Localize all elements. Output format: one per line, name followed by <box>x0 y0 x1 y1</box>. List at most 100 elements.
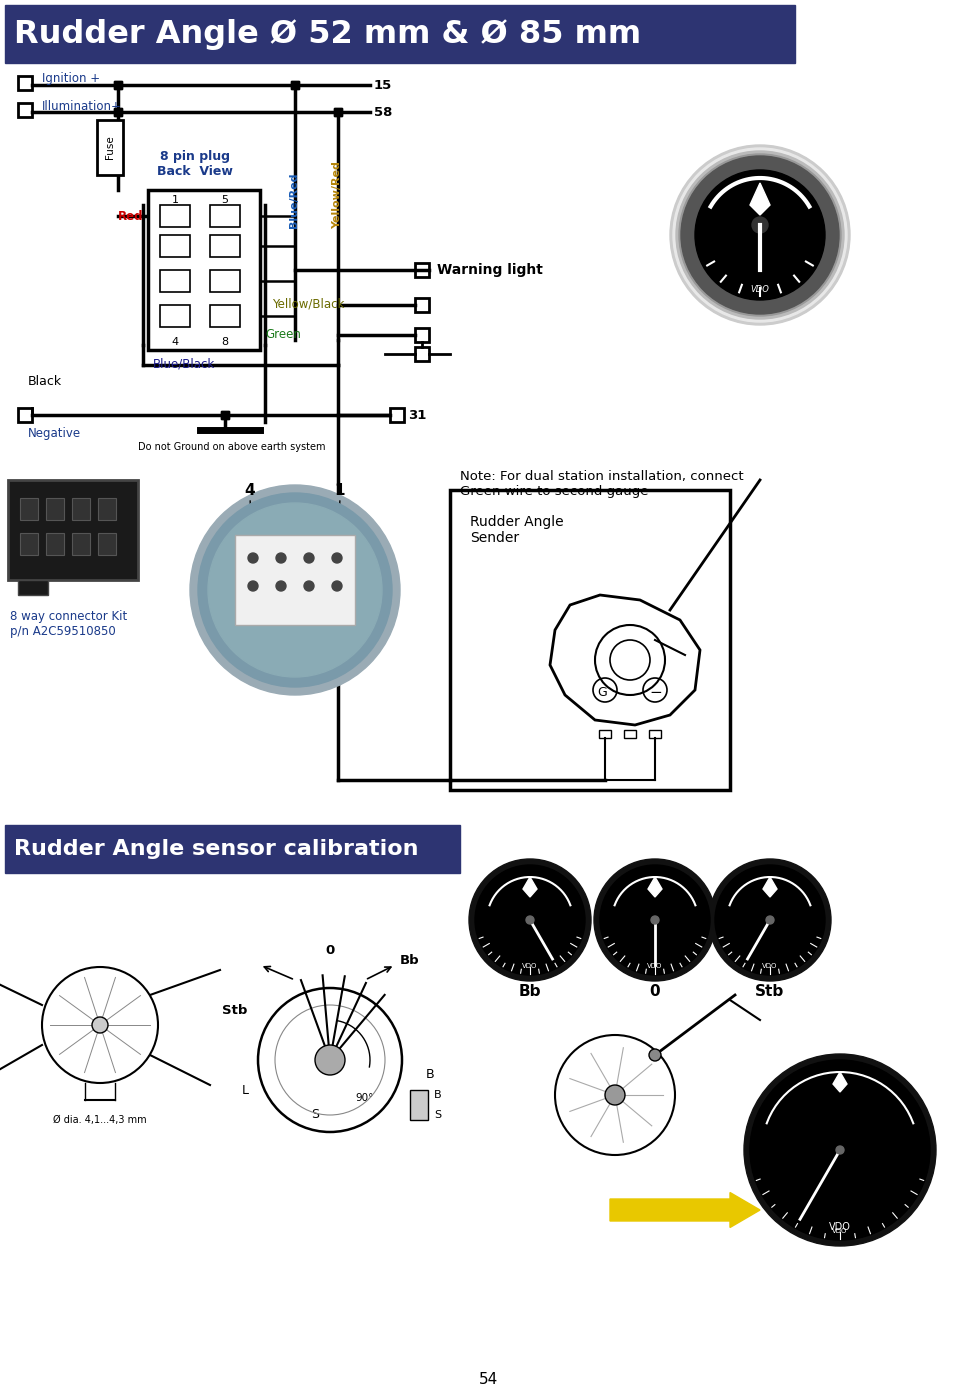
Text: VDO: VDO <box>749 284 769 294</box>
Circle shape <box>649 1050 660 1061</box>
Polygon shape <box>648 877 661 896</box>
Text: Yellow/Red: Yellow/Red <box>331 162 342 229</box>
Circle shape <box>304 581 314 591</box>
Text: 5: 5 <box>339 647 350 662</box>
Bar <box>46 533 64 555</box>
Text: 1: 1 <box>171 195 179 205</box>
Bar <box>20 498 38 520</box>
Bar <box>18 77 32 91</box>
Bar <box>20 533 38 555</box>
Bar <box>5 825 459 873</box>
Bar <box>649 730 660 737</box>
Bar <box>623 730 635 737</box>
Circle shape <box>765 916 773 924</box>
Text: B: B <box>425 1068 434 1082</box>
Text: B: B <box>434 1090 442 1100</box>
Text: 54: 54 <box>479 1373 498 1387</box>
Bar <box>97 120 123 176</box>
Bar <box>72 533 90 555</box>
Text: Ø dia. 4,1...4,3 mm: Ø dia. 4,1...4,3 mm <box>53 1115 147 1125</box>
Bar <box>18 103 32 117</box>
Circle shape <box>276 581 285 591</box>
Bar <box>598 730 611 737</box>
Text: Bb: Bb <box>400 953 419 966</box>
Text: Yellow/Black: Yellow/Black <box>272 297 344 311</box>
Circle shape <box>331 581 342 591</box>
Bar <box>46 498 64 520</box>
Text: Black: Black <box>28 375 63 388</box>
Text: S: S <box>434 1110 441 1119</box>
Bar <box>390 408 404 422</box>
Bar <box>18 408 32 422</box>
Bar <box>160 270 190 291</box>
Text: Stb: Stb <box>222 1004 247 1016</box>
Circle shape <box>469 859 590 981</box>
Bar <box>160 236 190 256</box>
Text: Fuse: Fuse <box>105 135 114 159</box>
Circle shape <box>593 859 715 981</box>
Text: 90°: 90° <box>356 1093 374 1103</box>
Text: 4: 4 <box>171 337 179 347</box>
Circle shape <box>675 151 843 319</box>
Circle shape <box>599 866 709 974</box>
Text: Rudder Angle Ø 52 mm & Ø 85 mm: Rudder Angle Ø 52 mm & Ø 85 mm <box>14 18 641 50</box>
Bar <box>414 328 429 342</box>
Circle shape <box>605 1085 624 1105</box>
Circle shape <box>835 1146 843 1154</box>
Circle shape <box>743 1054 935 1246</box>
Polygon shape <box>549 595 700 725</box>
Text: 31: 31 <box>407 408 426 421</box>
Bar <box>210 205 239 227</box>
Bar <box>72 498 90 520</box>
Bar <box>210 270 239 291</box>
Bar <box>234 535 355 625</box>
Text: Green: Green <box>265 328 301 340</box>
Bar <box>5 6 794 63</box>
Polygon shape <box>762 877 776 896</box>
Text: 5: 5 <box>221 195 229 205</box>
Circle shape <box>708 859 830 981</box>
Text: VDO: VDO <box>828 1223 850 1232</box>
Text: 0: 0 <box>649 984 659 998</box>
Bar <box>98 498 116 520</box>
Circle shape <box>714 866 825 974</box>
Text: VDO: VDO <box>647 963 662 969</box>
Circle shape <box>304 553 314 563</box>
Text: 8: 8 <box>221 337 229 347</box>
Text: L: L <box>241 1083 248 1097</box>
Circle shape <box>92 1018 107 1033</box>
Text: Illumination+: Illumination+ <box>42 99 122 113</box>
Polygon shape <box>832 1072 846 1092</box>
Circle shape <box>331 553 342 563</box>
Text: 4: 4 <box>244 482 255 498</box>
Bar <box>148 190 260 350</box>
Circle shape <box>276 553 285 563</box>
Circle shape <box>197 493 392 687</box>
Text: 0: 0 <box>325 944 334 956</box>
Bar <box>414 298 429 312</box>
Circle shape <box>680 156 838 314</box>
Bar <box>8 480 138 580</box>
Circle shape <box>248 581 258 591</box>
Circle shape <box>669 145 849 325</box>
Text: Ignition +: Ignition + <box>42 71 100 85</box>
Text: Stb: Stb <box>754 984 784 998</box>
Polygon shape <box>523 877 536 896</box>
Bar <box>414 263 429 277</box>
Text: Bb: Bb <box>518 984 540 998</box>
Circle shape <box>554 1034 674 1156</box>
Text: 15: 15 <box>373 78 392 92</box>
Text: VDO: VDO <box>522 963 537 969</box>
Text: 8 way connector Kit
p/n A2C59510850: 8 way connector Kit p/n A2C59510850 <box>10 611 127 638</box>
Text: Rudder Angle sensor calibration: Rudder Angle sensor calibration <box>14 839 418 859</box>
Circle shape <box>695 170 825 300</box>
Circle shape <box>651 916 658 924</box>
Text: S: S <box>311 1108 319 1122</box>
Circle shape <box>190 485 400 696</box>
Bar <box>210 236 239 256</box>
Text: Red: Red <box>117 209 143 223</box>
Circle shape <box>749 1059 929 1241</box>
Text: 8: 8 <box>234 647 245 662</box>
Text: Do not Ground on above earth system: Do not Ground on above earth system <box>138 442 325 452</box>
Bar <box>18 580 48 595</box>
